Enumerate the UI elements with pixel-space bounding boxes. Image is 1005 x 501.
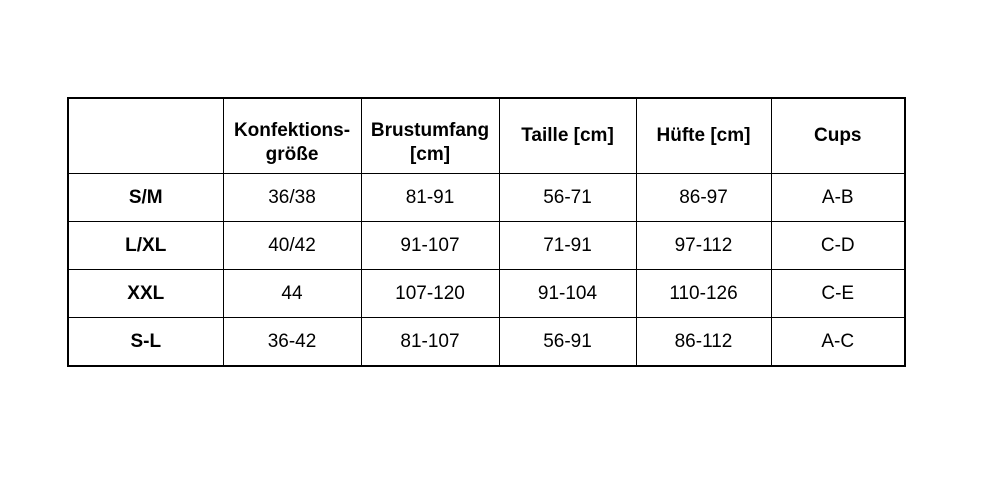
cell-konfektionsgroesse: 36-42 xyxy=(222,317,362,367)
cell-konfektionsgroesse: 44 xyxy=(222,269,362,318)
table-row: L/XL 40/42 91-107 71-91 97-112 C-D xyxy=(67,221,906,270)
table-row: S/M 36/38 81-91 56-71 86-97 A-B xyxy=(67,173,906,222)
cell-taille: 56-91 xyxy=(498,317,637,367)
cell-size: S-L xyxy=(67,317,224,367)
cell-brustumfang: 107-120 xyxy=(360,269,500,318)
header-konfektionsgroesse: Konfektions- größe xyxy=(222,97,362,174)
cell-huefte: 110-126 xyxy=(635,269,772,318)
cell-cups: C-D xyxy=(770,221,906,270)
cell-konfektionsgroesse: 36/38 xyxy=(222,173,362,222)
cell-brustumfang: 81-107 xyxy=(360,317,500,367)
header-cups: Cups xyxy=(770,97,906,174)
table-row: S-L 36-42 81-107 56-91 86-112 A-C xyxy=(67,317,906,367)
cell-huefte: 97-112 xyxy=(635,221,772,270)
header-empty xyxy=(67,97,224,174)
cell-huefte: 86-97 xyxy=(635,173,772,222)
cell-cups: A-C xyxy=(770,317,906,367)
cell-taille: 91-104 xyxy=(498,269,637,318)
cell-brustumfang: 91-107 xyxy=(360,221,500,270)
cell-huefte: 86-112 xyxy=(635,317,772,367)
header-taille: Taille [cm] xyxy=(498,97,637,174)
header-brustumfang: Brustumfang [cm] xyxy=(360,97,500,174)
cell-cups: A-B xyxy=(770,173,906,222)
cell-taille: 71-91 xyxy=(498,221,637,270)
header-row: Konfektions- größe Brustumfang [cm] Tail… xyxy=(67,97,906,174)
cell-size: S/M xyxy=(67,173,224,222)
cell-size: L/XL xyxy=(67,221,224,270)
cell-cups: C-E xyxy=(770,269,906,318)
size-chart-table: Konfektions- größe Brustumfang [cm] Tail… xyxy=(67,97,906,367)
cell-brustumfang: 81-91 xyxy=(360,173,500,222)
header-huefte: Hüfte [cm] xyxy=(635,97,772,174)
cell-size: XXL xyxy=(67,269,224,318)
cell-taille: 56-71 xyxy=(498,173,637,222)
table-row: XXL 44 107-120 91-104 110-126 C-E xyxy=(67,269,906,318)
cell-konfektionsgroesse: 40/42 xyxy=(222,221,362,270)
